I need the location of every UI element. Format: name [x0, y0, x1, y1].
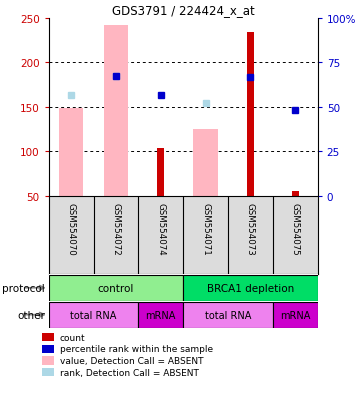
Text: other: other	[17, 310, 45, 320]
Text: mRNA: mRNA	[280, 310, 310, 320]
Text: BRCA1 depletion: BRCA1 depletion	[207, 283, 294, 293]
Bar	[49, 275, 183, 301]
Bar	[183, 275, 318, 301]
Text: GSM554074: GSM554074	[156, 202, 165, 255]
Bar	[59, 109, 83, 196]
Bar	[157, 149, 164, 196]
Text: value, Detection Call = ABSENT: value, Detection Call = ABSENT	[60, 356, 203, 365]
Bar	[104, 26, 128, 196]
Text: total RNA: total RNA	[70, 310, 117, 320]
Text: total RNA: total RNA	[205, 310, 251, 320]
Text: rank, Detection Call = ABSENT: rank, Detection Call = ABSENT	[60, 368, 199, 377]
Text: GSM554071: GSM554071	[201, 202, 210, 255]
Text: percentile rank within the sample: percentile rank within the sample	[60, 344, 213, 354]
Bar	[247, 33, 254, 196]
Title: GDS3791 / 224424_x_at: GDS3791 / 224424_x_at	[112, 5, 255, 17]
Text: count: count	[60, 333, 85, 342]
Bar	[49, 302, 138, 328]
Text: mRNA: mRNA	[145, 310, 176, 320]
Text: GSM554073: GSM554073	[246, 202, 255, 255]
Text: protocol: protocol	[3, 283, 45, 293]
Bar	[183, 302, 273, 328]
Bar	[138, 302, 183, 328]
Text: control: control	[98, 283, 134, 293]
Text: GSM554075: GSM554075	[291, 202, 300, 255]
Bar	[193, 130, 218, 196]
Bar	[273, 302, 318, 328]
Bar	[292, 192, 299, 196]
Text: GSM554070: GSM554070	[67, 202, 76, 255]
Text: GSM554072: GSM554072	[112, 202, 121, 255]
